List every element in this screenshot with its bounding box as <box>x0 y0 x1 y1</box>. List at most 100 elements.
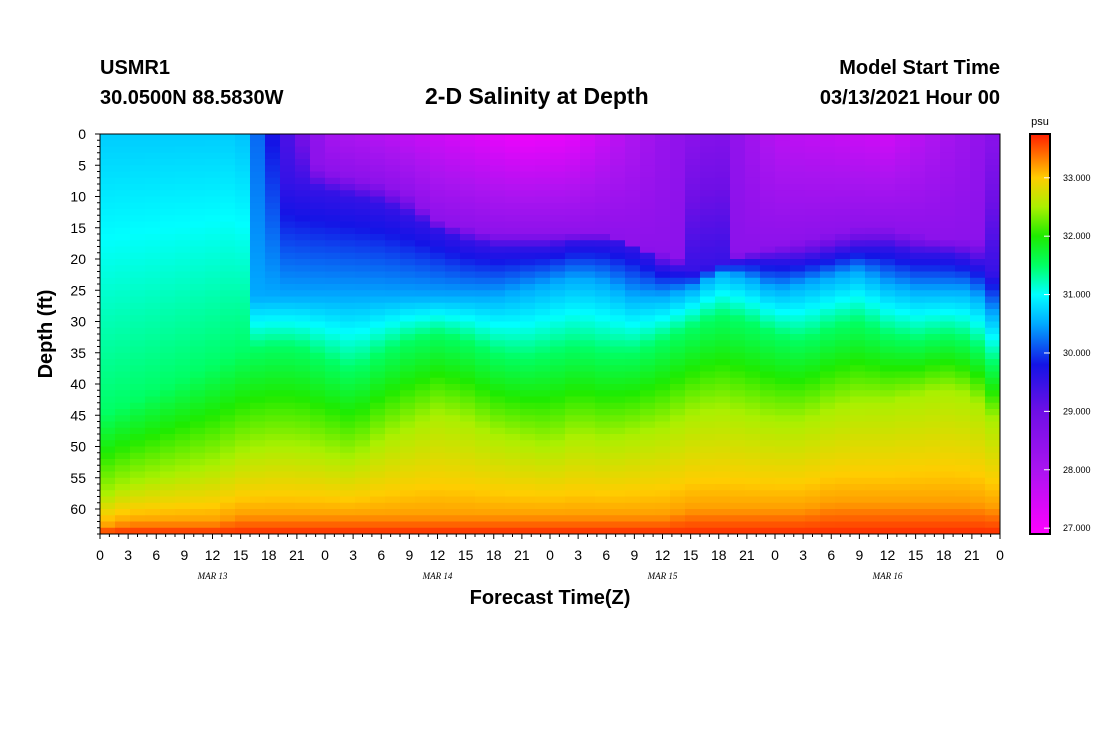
heatmap-cell <box>880 140 896 148</box>
heatmap-cell <box>265 309 281 316</box>
heatmap-cell <box>910 396 926 404</box>
heatmap-cell <box>385 240 401 248</box>
heatmap-cell <box>370 377 386 385</box>
salinity-heatmap <box>100 134 1000 534</box>
heatmap-cell <box>265 471 281 479</box>
heatmap-cell <box>760 496 776 504</box>
heatmap-cell <box>160 471 176 479</box>
heatmap-cell <box>940 315 956 323</box>
heatmap-cell <box>835 196 851 204</box>
heatmap-cell <box>715 209 731 216</box>
heatmap-cell <box>370 452 386 460</box>
heatmap-cell <box>685 271 701 279</box>
x-tick-label: 3 <box>574 547 582 563</box>
heatmap-cell <box>235 409 251 416</box>
x-tick-label: 18 <box>486 547 502 563</box>
heatmap-cell <box>445 184 461 191</box>
heatmap-cell <box>325 384 341 391</box>
heatmap-cell <box>865 196 881 204</box>
heatmap-cell <box>550 340 566 348</box>
heatmap-cell <box>670 165 686 173</box>
heatmap-cell <box>880 465 896 473</box>
heatmap-cell <box>295 440 311 448</box>
heatmap-cell <box>880 290 896 298</box>
heatmap-cell <box>655 452 671 460</box>
heatmap-cell <box>925 296 941 304</box>
heatmap-cell <box>685 259 701 266</box>
heatmap-cell <box>865 527 881 534</box>
heatmap-cell <box>115 277 131 285</box>
heatmap-cell <box>265 259 281 266</box>
heatmap-cell <box>775 434 791 441</box>
heatmap-cell <box>130 171 146 179</box>
heatmap-cell <box>850 246 866 254</box>
heatmap-cell <box>400 196 416 204</box>
heatmap-cell <box>940 290 956 298</box>
heatmap-cell <box>640 309 656 316</box>
heatmap-cell <box>550 171 566 179</box>
heatmap-cell <box>970 252 986 260</box>
heatmap-cell <box>895 365 911 373</box>
heatmap-cell <box>565 246 581 254</box>
heatmap-cell <box>325 340 341 348</box>
heatmap-cell <box>745 321 761 329</box>
heatmap-cell <box>115 171 131 179</box>
heatmap-cell <box>295 359 311 366</box>
heatmap-cell <box>175 215 191 223</box>
heatmap-cell <box>940 271 956 279</box>
heatmap-cell <box>325 527 341 534</box>
heatmap-cell <box>115 371 131 379</box>
heatmap-cell <box>670 190 686 198</box>
heatmap-cell <box>940 152 956 160</box>
heatmap-cell <box>685 165 701 173</box>
heatmap-cell <box>625 159 641 166</box>
heatmap-cell <box>235 271 251 279</box>
heatmap-cell <box>160 515 176 523</box>
heatmap-cell <box>415 390 431 398</box>
heatmap-cell <box>430 302 446 310</box>
heatmap-cell <box>460 134 476 141</box>
heatmap-cell <box>760 359 776 366</box>
heatmap-cell <box>190 340 206 348</box>
heatmap-cell <box>250 277 266 285</box>
heatmap-cell <box>415 315 431 323</box>
heatmap-cell <box>280 415 296 423</box>
heatmap-cell <box>445 315 461 323</box>
heatmap-cell <box>850 202 866 210</box>
heatmap-cell <box>535 396 551 404</box>
heatmap-cell <box>745 246 761 254</box>
heatmap-cell <box>595 359 611 366</box>
x-day-label: MAR 14 <box>422 571 453 581</box>
heatmap-cell <box>325 390 341 398</box>
heatmap-cell <box>655 390 671 398</box>
heatmap-cell <box>220 490 236 498</box>
heatmap-cell <box>820 421 836 429</box>
heatmap-cell <box>115 427 131 435</box>
heatmap-cell <box>445 159 461 166</box>
heatmap-cell <box>955 409 971 416</box>
heatmap-cell <box>250 527 266 534</box>
heatmap-cell <box>250 309 266 316</box>
heatmap-cell <box>265 215 281 223</box>
heatmap-cell <box>790 402 806 410</box>
heatmap-cell <box>280 221 296 229</box>
heatmap-cell <box>190 146 206 154</box>
heatmap-cell <box>520 284 536 291</box>
heatmap-cell <box>850 221 866 229</box>
heatmap-cell <box>745 215 761 223</box>
heatmap-cell <box>130 459 146 466</box>
heatmap-cell <box>790 140 806 148</box>
heatmap-cell <box>640 259 656 266</box>
heatmap-cell <box>445 190 461 198</box>
heatmap-cell <box>310 165 326 173</box>
heatmap-cell <box>250 302 266 310</box>
heatmap-cell <box>745 496 761 504</box>
heatmap-cell <box>895 277 911 285</box>
heatmap-cell <box>370 509 386 516</box>
heatmap-cell <box>205 365 221 373</box>
heatmap-cell <box>475 359 491 366</box>
heatmap-cell <box>145 527 161 534</box>
heatmap-cell <box>985 446 1000 454</box>
heatmap-cell <box>175 359 191 366</box>
heatmap-cell <box>715 290 731 298</box>
